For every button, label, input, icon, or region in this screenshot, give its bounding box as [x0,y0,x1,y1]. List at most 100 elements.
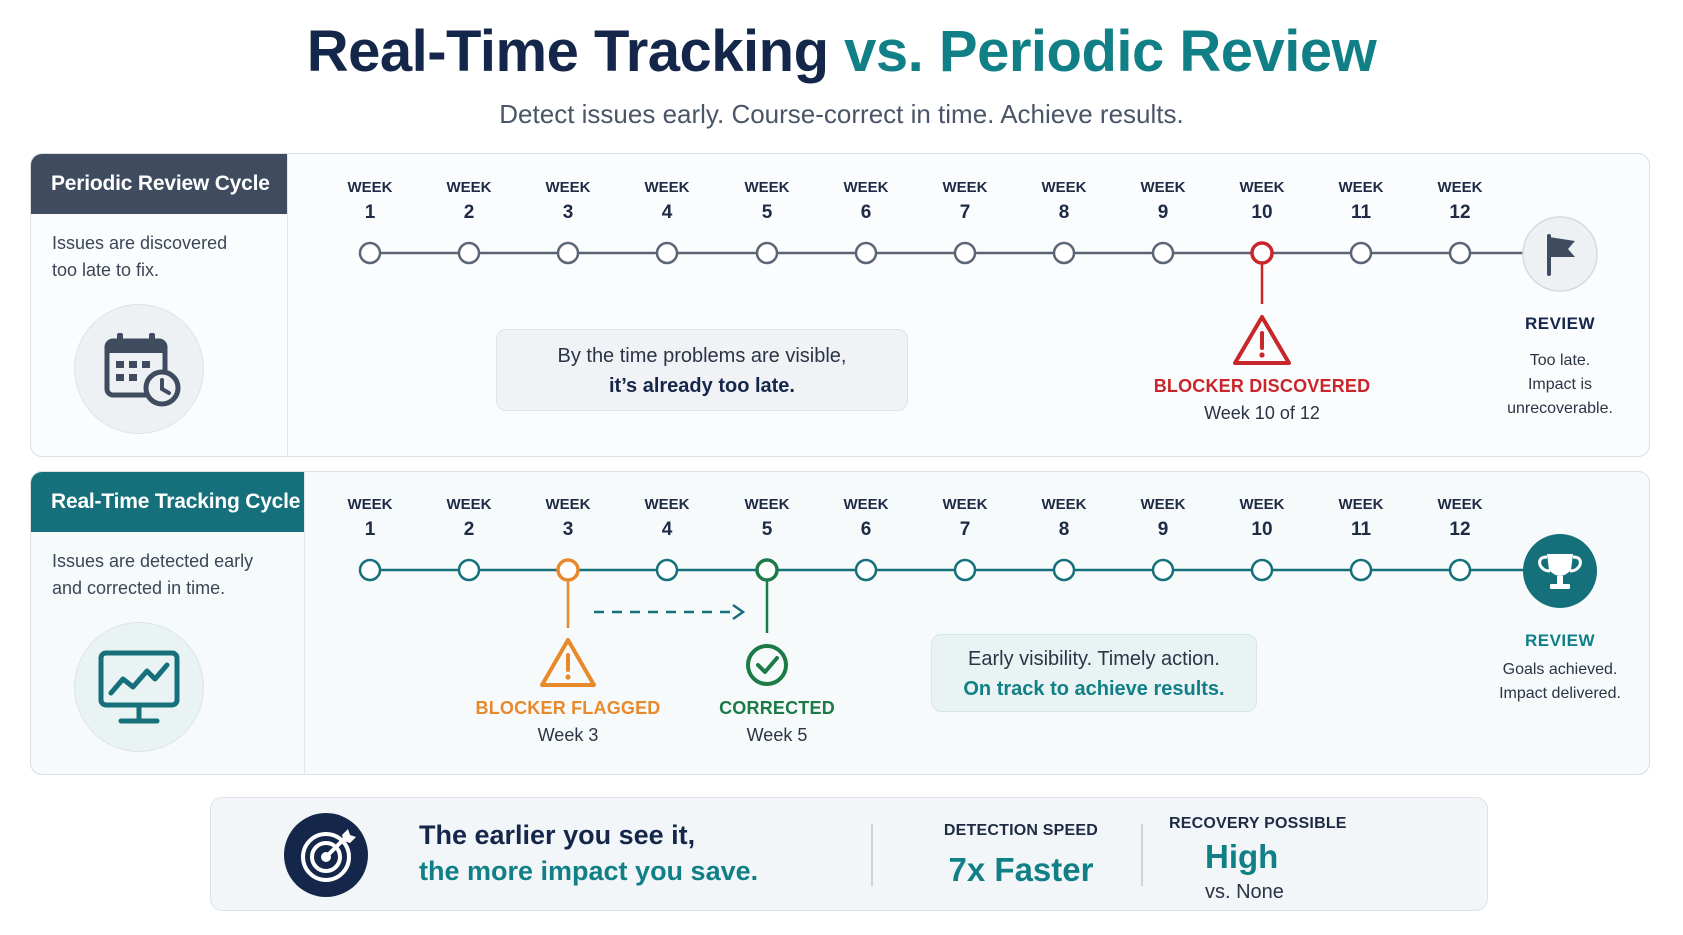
realtime-week-label-11: WEEK 11 [1321,495,1401,545]
week-number: 4 [661,202,673,223]
periodic-week-dot-11 [1349,241,1373,265]
week-number: 2 [463,519,475,540]
periodic-week-dot-9 [1151,241,1175,265]
realtime-week-label-12: WEEK 12 [1420,495,1500,545]
summary-line2: the more impact you save. [419,856,759,886]
periodic-week-label-9: WEEK 9 [1123,178,1203,228]
summary-divider-1 [871,824,873,886]
realtime-week-dot-5 [755,558,779,582]
realtime-week-dot-2 [457,558,481,582]
week-number: 9 [1157,202,1169,223]
week-word: WEEK [1437,496,1483,513]
detection-speed-label: DETECTION SPEED [943,822,1099,839]
week-word: WEEK [1041,496,1087,513]
periodic-review-line2: Impact is [1527,376,1592,393]
periodic-week-dot-6 [854,241,878,265]
blocker-discovered-event: BLOCKER DISCOVERED Week 10 of 12 [1152,373,1372,427]
summary-message: The earlier you see it, the more impact … [419,817,758,889]
week-word: WEEK [446,179,492,196]
periodic-week-dot-12 [1448,241,1472,265]
periodic-week-dot-8 [1052,241,1076,265]
periodic-blocker-warning-icon [1233,315,1291,365]
week-word: WEEK [1140,496,1186,513]
realtime-heading: Real-Time Tracking Cycle [31,472,304,532]
week-word: WEEK [1338,496,1384,513]
week-word: WEEK [446,496,492,513]
week-number: 1 [364,519,376,540]
realtime-sidebar: Real-Time Tracking Cycle Issues are dete… [31,472,305,774]
periodic-week-dot-7 [953,241,977,265]
week-word: WEEK [1239,496,1285,513]
periodic-week-label-1: WEEK 1 [330,178,410,228]
realtime-week-label-10: WEEK 10 [1222,495,1302,545]
week-number: 4 [661,519,673,540]
week-word: WEEK [545,496,591,513]
week-number: 10 [1251,202,1273,223]
week-number: 12 [1449,202,1471,223]
periodic-sidebar: Periodic Review Cycle Issues are discove… [31,154,288,456]
periodic-desc-line2: too late to fix. [52,260,160,280]
periodic-callout: By the time problems are visible, it’s a… [496,329,908,411]
week-word: WEEK [1239,179,1285,196]
realtime-week-label-6: WEEK 6 [826,495,906,545]
week-number: 7 [959,519,971,540]
periodic-week-label-2: WEEK 2 [429,178,509,228]
recovery-possible-stat: RECOVERY POSSIBLE High vs. None [1169,813,1359,905]
week-word: WEEK [347,496,393,513]
flagged-warning-icon [540,638,596,687]
week-number: 2 [463,202,475,223]
realtime-review-line1: Goals achieved. [1502,661,1618,678]
week-number: 8 [1058,519,1070,540]
realtime-week-label-7: WEEK 7 [925,495,1005,545]
periodic-week-label-7: WEEK 7 [925,178,1005,228]
realtime-week-dot-11 [1349,558,1373,582]
recovery-possible-label: RECOVERY POSSIBLE [1169,815,1347,832]
corrected-week: Week 5 [746,725,808,745]
realtime-tracking-panel: Real-Time Tracking Cycle Issues are dete… [30,471,1650,775]
check-circle-icon [746,644,788,686]
realtime-week-label-9: WEEK 9 [1123,495,1203,545]
periodic-week-dot-3 [556,241,580,265]
summary-bar: The earlier you see it, the more impact … [210,797,1488,911]
realtime-callout: Early visibility. Timely action. On trac… [931,634,1257,712]
periodic-week-label-3: WEEK 3 [528,178,608,228]
periodic-review-line3: unrecoverable. [1507,400,1613,417]
title-part-realtime: Real-Time Tracking [306,19,829,84]
week-word: WEEK [942,496,988,513]
week-number: 7 [959,202,971,223]
blocker-flagged-event: BLOCKER FLAGGED Week 3 [468,695,668,749]
target-icon [284,813,368,897]
week-number: 6 [860,202,872,223]
periodic-week-label-4: WEEK 4 [627,178,707,228]
periodic-week-label-8: WEEK 8 [1024,178,1104,228]
week-word: WEEK [843,496,889,513]
realtime-week-label-5: WEEK 5 [727,495,807,545]
realtime-week-dot-7 [953,558,977,582]
periodic-desc-line1: Issues are discovered [52,233,228,253]
page-subtitle: Detect issues early. Course-correct in t… [499,99,1184,129]
blocker-discovered-label: BLOCKER DISCOVERED [1153,376,1371,396]
week-number: 11 [1350,202,1372,223]
periodic-week-dot-2 [457,241,481,265]
periodic-week-dot-1 [358,241,382,265]
periodic-heading: Periodic Review Cycle [31,154,287,214]
recovery-possible-value: High [1205,838,1279,875]
recovery-possible-sub: vs. None [1205,881,1284,903]
week-word: WEEK [644,179,690,196]
realtime-week-dot-4 [655,558,679,582]
periodic-week-label-5: WEEK 5 [727,178,807,228]
realtime-week-label-3: WEEK 3 [528,495,608,545]
periodic-week-dot-5 [755,241,779,265]
summary-divider-2 [1141,824,1143,886]
summary-line1: The earlier you see it, [419,820,696,850]
realtime-week-label-2: WEEK 2 [429,495,509,545]
periodic-week-label-11: WEEK 11 [1321,178,1401,228]
realtime-desc-line2: and corrected in time. [52,578,226,598]
periodic-description: Issues are discovered too late to fix. [52,230,227,284]
week-number: 3 [562,202,574,223]
week-word: WEEK [1437,179,1483,196]
periodic-review-title: REVIEW [1524,314,1596,333]
week-word: WEEK [644,496,690,513]
week-number: 5 [761,519,773,540]
